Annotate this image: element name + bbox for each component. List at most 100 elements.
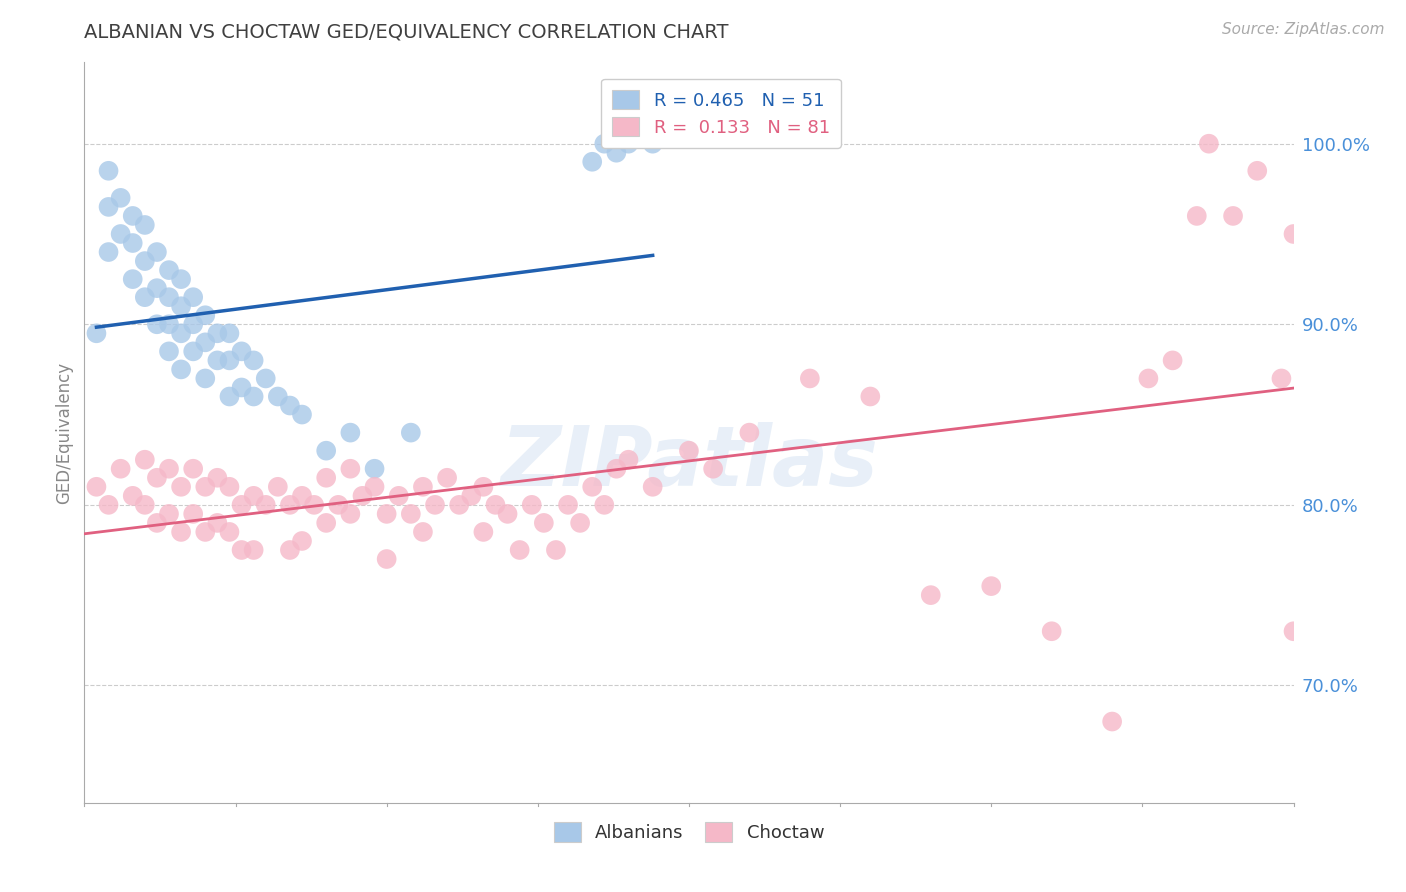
Point [157,461,180,475]
Point [231,344,253,359]
Point [278,498,301,512]
Point [375,507,398,521]
Point [170,272,193,286]
Point [593,136,616,151]
Point [181,290,204,304]
Point [181,344,204,359]
Point [315,443,337,458]
Point [170,480,193,494]
Point [157,318,180,332]
Point [121,209,143,223]
Point [170,362,193,376]
Point [291,533,314,548]
Point [339,507,361,521]
Point [533,516,555,530]
Point [231,543,253,558]
Point [557,498,579,512]
Point [399,425,422,440]
Point [97,498,120,512]
Point [181,461,204,475]
Point [194,335,217,350]
Point [1198,136,1220,151]
Point [170,299,193,313]
Point [1246,163,1268,178]
Point [799,371,821,385]
Point [181,507,204,521]
Point [97,200,120,214]
Point [207,353,229,368]
Point [605,461,627,475]
Point [544,543,567,558]
Point [436,471,458,485]
Point [194,371,217,385]
Point [97,163,120,178]
Point [339,425,361,440]
Point [412,480,434,494]
Point [1282,624,1305,639]
Point [242,489,264,503]
Point [363,461,385,475]
Text: ALBANIAN VS CHOCTAW GED/EQUIVALENCY CORRELATION CHART: ALBANIAN VS CHOCTAW GED/EQUIVALENCY CORR… [84,22,728,41]
Point [157,290,180,304]
Point [1282,227,1305,241]
Point [315,471,337,485]
Point [449,498,471,512]
Point [315,516,337,530]
Point [617,452,640,467]
Point [1270,371,1292,385]
Point [291,408,314,422]
Point [581,480,603,494]
Point [472,480,495,494]
Point [242,543,264,558]
Point [110,191,132,205]
Point [1161,353,1184,368]
Point [388,489,411,503]
Point [218,390,240,404]
Point [1185,209,1208,223]
Point [605,145,627,160]
Point [157,507,180,521]
Point [1137,371,1160,385]
Point [254,498,277,512]
Point [194,524,217,539]
Point [218,480,240,494]
Text: ZIPatlas: ZIPatlas [501,422,877,503]
Point [509,543,531,558]
Point [207,326,229,341]
Text: Source: ZipAtlas.com: Source: ZipAtlas.com [1222,22,1385,37]
Point [460,489,482,503]
Y-axis label: GED/Equivalency: GED/Equivalency [55,361,73,504]
Point [110,227,132,241]
Point [859,390,882,404]
Point [207,516,229,530]
Point [134,254,156,268]
Point [593,498,616,512]
Point [157,263,180,277]
Point [146,516,169,530]
Point [231,380,253,394]
Point [146,281,169,295]
Point [520,498,543,512]
Point [157,344,180,359]
Point [242,353,264,368]
Point [302,498,325,512]
Point [920,588,942,602]
Point [207,471,229,485]
Point [170,524,193,539]
Point [267,390,290,404]
Point [218,353,240,368]
Point [617,136,640,151]
Point [170,326,193,341]
Point [352,489,374,503]
Point [363,480,385,494]
Point [702,461,724,475]
Point [678,443,700,458]
Point [641,136,664,151]
Point [146,471,169,485]
Point [399,507,422,521]
Point [86,480,108,494]
Point [134,218,156,232]
Point [328,498,350,512]
Point [121,272,143,286]
Point [423,498,446,512]
